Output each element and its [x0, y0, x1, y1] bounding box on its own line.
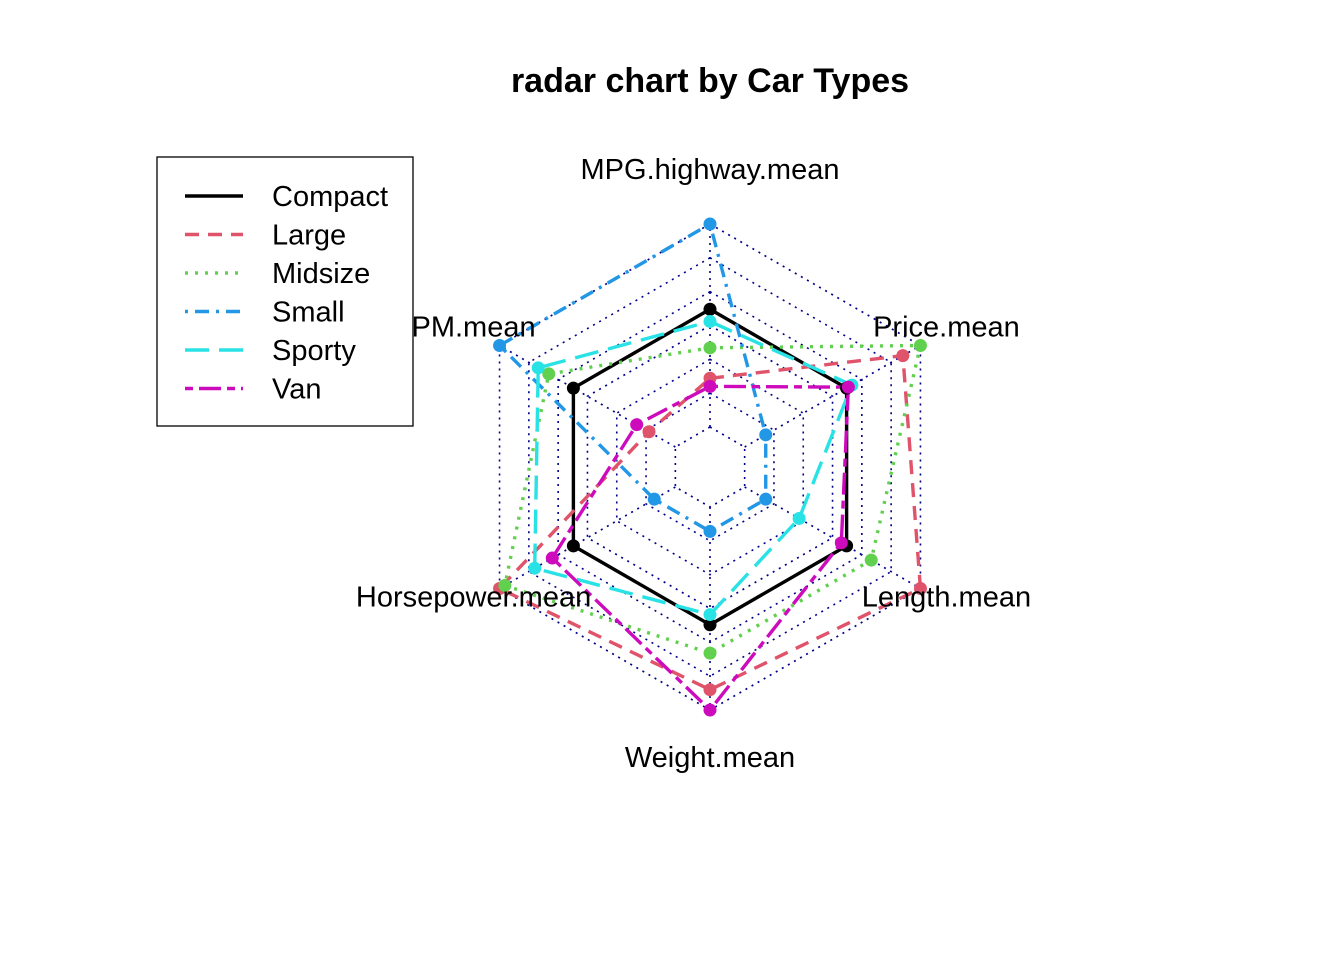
series-point-large — [642, 425, 656, 439]
series-point-midsize — [498, 578, 512, 592]
grid-spoke — [744, 344, 921, 448]
series-point-midsize — [703, 646, 717, 660]
series-point-small — [759, 428, 773, 442]
series-point-sporty — [528, 561, 542, 575]
series-point-sporty — [531, 361, 545, 375]
axis-label: Weight.mean — [625, 742, 795, 774]
series-point-large — [896, 349, 910, 363]
grid-spoke — [499, 486, 676, 590]
series-point-small — [703, 217, 717, 231]
legend-box — [156, 156, 414, 427]
series-point-large — [703, 683, 717, 697]
series-point-large — [913, 582, 927, 595]
legend-label: Small — [272, 297, 345, 329]
legend-label: Large — [272, 220, 346, 252]
chart-title: radar chart by Car Types — [511, 62, 909, 100]
series-point-small — [703, 524, 717, 538]
series-point-midsize — [864, 553, 878, 567]
series-point-van — [630, 418, 644, 432]
series-point-small — [493, 339, 507, 352]
series-point-midsize — [913, 339, 927, 352]
grid-spoke — [499, 344, 676, 448]
legend-label: Sporty — [272, 335, 356, 367]
grid-ring — [498, 223, 922, 711]
series-point-van — [703, 379, 717, 393]
legend-label: Van — [272, 374, 321, 406]
series-point-sporty — [703, 608, 717, 622]
axis-label: Price.mean — [873, 312, 1020, 344]
series-point-van — [834, 536, 848, 550]
series-point-van — [841, 380, 855, 394]
legend-label: Midsize — [272, 258, 370, 290]
legend-label: Compact — [272, 181, 388, 213]
axis-label: Length.mean — [862, 582, 1031, 614]
series-point-compact — [703, 618, 717, 632]
legend: Compact Large Midsize Small Sporty Van — [156, 156, 414, 427]
grid-ring — [615, 358, 805, 576]
radar-grid — [498, 223, 922, 711]
series-point-small — [759, 492, 773, 506]
series-point-sporty — [792, 511, 806, 525]
grid-ring — [557, 290, 863, 644]
axis-label: PM.mean — [412, 312, 536, 344]
axis-label: MPG.highway.mean — [581, 154, 840, 186]
series-point-midsize — [703, 341, 717, 355]
series-point-compact — [566, 539, 580, 553]
series-point-van — [545, 551, 559, 565]
grid-spoke — [744, 486, 921, 590]
series-point-compact — [703, 302, 717, 316]
grid-ring — [586, 324, 834, 610]
grid-ring — [674, 426, 746, 508]
series-point-small — [647, 492, 661, 506]
series-line-van — [550, 384, 851, 712]
series-point-midsize — [542, 367, 556, 381]
axis-label: Horsepower.mean — [356, 582, 591, 614]
series-point-compact — [566, 381, 580, 395]
radar-series — [493, 217, 927, 717]
series-point-sporty — [703, 314, 717, 328]
axis-labels: MPG.highway.mean Price.mean Length.mean Wei… — [356, 154, 1031, 774]
series-point-van — [703, 703, 717, 717]
